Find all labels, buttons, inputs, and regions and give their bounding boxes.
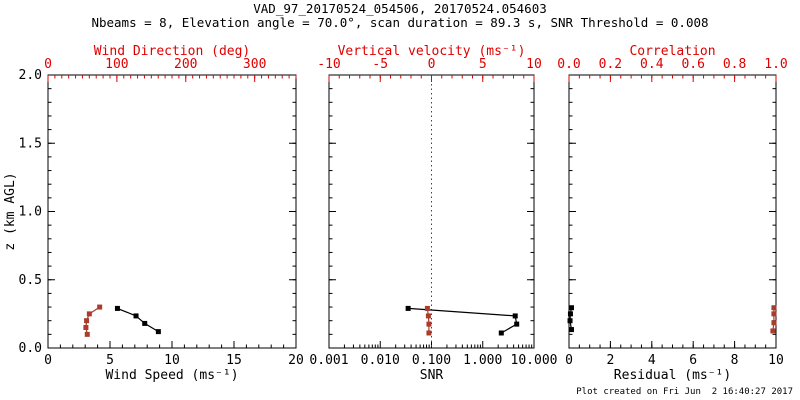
wind-speed-point <box>133 313 139 319</box>
y-axis-ticks: 0.0 0.5 1.0 1.5 2.0 z (km AGL) <box>3 68 296 356</box>
y-axis-ticks <box>569 74 776 349</box>
bottom-tick-label: 10.000 <box>511 353 558 368</box>
top-tick-label: 0.6 <box>681 57 704 72</box>
wind-speed-line <box>117 307 159 333</box>
bottom-tick-label: 0.001 <box>309 353 348 368</box>
residual-point <box>567 318 573 324</box>
top-tick-label: 300 <box>243 57 266 72</box>
wind-direction-point <box>86 311 92 317</box>
vertical-velocity-point <box>426 330 432 336</box>
series-vertical-velocity <box>424 305 432 336</box>
top-tick-label: 0 <box>44 57 52 72</box>
bottom-axis-title: Wind Speed (ms⁻¹) <box>105 368 238 383</box>
residual-point <box>567 311 573 317</box>
top-tick-label: 5 <box>479 57 487 72</box>
vertical-velocity-point <box>425 313 431 319</box>
snr-point <box>514 321 520 327</box>
series-wind-direction <box>83 304 103 337</box>
panel-wind-speed-direction: 0.0 0.5 1.0 1.5 2.0 z (km AGL) 0 5 10 15 20 Wind Sp… <box>3 44 304 383</box>
bottom-axis-title: SNR <box>420 368 444 383</box>
top-axis: 0.0 0.2 0.4 0.6 0.8 1.0 Correlation <box>557 44 788 82</box>
bottom-axis: 0.001 0.010 0.100 1.000 10.000 SNR <box>309 341 557 383</box>
panel-frame <box>47 74 297 349</box>
top-axis-title: Correlation <box>629 44 715 59</box>
series-correlation <box>770 305 777 334</box>
top-tick-label: 0.0 <box>557 57 580 72</box>
wind-direction-point <box>84 331 90 337</box>
series-wind-speed <box>114 305 161 335</box>
plot-timestamp: Plot created on Fri Jun 2 16:40:27 2017 <box>576 387 793 397</box>
panel-snr-vertical-velocity: 0.001 0.010 0.100 1.000 10.000 SNR -10 -5 0 5 10Ve… <box>309 44 557 383</box>
top-tick-label: 0 <box>428 57 436 72</box>
residual-point <box>568 305 574 311</box>
top-tick-label: 200 <box>174 57 197 72</box>
correlation-point <box>771 311 777 317</box>
top-tick-label: -5 <box>372 57 388 72</box>
top-tick-label: 0.4 <box>640 57 664 72</box>
bottom-axis: 0 2 4 6 8 10 Residual (ms⁻¹) <box>565 341 784 383</box>
bottom-tick-label: 20 <box>288 353 304 368</box>
snr-point <box>512 313 518 319</box>
y-tick-label: 0.0 <box>19 341 42 356</box>
bottom-tick-label: 0.100 <box>412 353 451 368</box>
top-tick-label: -10 <box>317 57 340 72</box>
top-tick-label: 10 <box>526 57 542 72</box>
top-tick-label: 1.0 <box>764 57 787 72</box>
wind-speed-point <box>114 305 120 311</box>
correlation-point <box>771 320 777 326</box>
top-axis-title: Wind Direction (deg) <box>94 44 251 59</box>
bottom-tick-label: 1.000 <box>463 353 502 368</box>
bottom-axis: 0 5 10 15 20 Wind Speed (ms⁻¹) <box>44 341 304 383</box>
panel-frame <box>568 74 777 349</box>
y-axis-ticks <box>329 74 534 349</box>
snr-point <box>405 305 411 311</box>
bottom-tick-label: 6 <box>689 353 697 368</box>
vertical-velocity-line <box>426 308 430 333</box>
wind-speed-point <box>142 320 148 326</box>
bottom-axis-title: Residual (ms⁻¹) <box>614 368 731 383</box>
plot-subtitle: Nbeams = 8, Elevation angle = 70.0°, sca… <box>91 15 709 30</box>
snr-point <box>498 330 504 336</box>
bottom-tick-label: 5 <box>106 353 114 368</box>
y-tick-label: 0.5 <box>19 273 42 288</box>
y-axis-title: z (km AGL) <box>3 172 18 250</box>
correlation-point <box>770 328 776 334</box>
correlation-point <box>771 305 777 311</box>
residual-point <box>568 327 574 333</box>
top-tick-label: 0.8 <box>723 57 746 72</box>
top-axis-title: Vertical velocity (ms⁻¹) <box>338 44 526 59</box>
bottom-tick-label: 2 <box>606 353 614 368</box>
y-tick-label: 1.5 <box>19 136 42 151</box>
series-snr <box>405 305 520 336</box>
residual-line <box>569 307 573 330</box>
bottom-tick-label: 0.010 <box>361 353 400 368</box>
bottom-tick-label: 0 <box>565 353 573 368</box>
panel-residual-correlation: 0 2 4 6 8 10 Residual (ms⁻¹) 0.0 0.2 0.4 0.6 0.8 1.0… <box>557 44 787 383</box>
wind-direction-point <box>97 304 103 310</box>
y-tick-label: 2.0 <box>19 68 42 83</box>
bottom-tick-label: 4 <box>648 353 656 368</box>
correlation-line <box>772 307 775 331</box>
bottom-tick-label: 10 <box>768 353 784 368</box>
snr-line <box>408 307 518 334</box>
wind-direction-point <box>83 325 89 331</box>
bottom-tick-label: 10 <box>164 353 180 368</box>
top-tick-label: 0.2 <box>599 57 622 72</box>
bottom-tick-label: 0 <box>44 353 52 368</box>
wind-speed-point <box>155 329 161 335</box>
bottom-tick-label: 8 <box>731 353 739 368</box>
wind-direction-point <box>84 318 90 324</box>
bottom-tick-label: 15 <box>226 353 242 368</box>
plot-title: VAD_97_20170524_054506, 20170524.054603 <box>253 1 547 16</box>
vertical-velocity-point <box>424 305 430 311</box>
y-tick-label: 1.0 <box>19 205 42 220</box>
vertical-velocity-point <box>426 321 432 327</box>
series-residual <box>567 305 574 333</box>
top-tick-label: 100 <box>105 57 128 72</box>
